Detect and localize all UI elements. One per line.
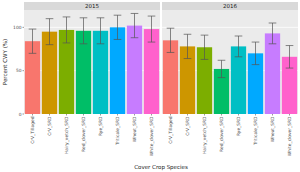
plot-background <box>162 10 298 114</box>
marks <box>163 23 297 114</box>
x-tick <box>255 114 256 116</box>
x-tick-label: Rye_SRD <box>236 116 242 136</box>
bar <box>144 29 159 114</box>
x-tick <box>83 114 84 116</box>
x-tick <box>32 114 33 116</box>
x-tick <box>221 114 222 116</box>
x-tick-label: Triticale_SRD <box>115 116 121 146</box>
panel: 2016 CrV_Tillaged CrV_SRD Hairy_vetch_SRD Re… <box>162 2 298 156</box>
bar <box>265 33 280 114</box>
bar <box>127 26 142 114</box>
error-bar <box>286 46 294 69</box>
error-bar <box>252 42 260 65</box>
x-tick <box>66 114 67 116</box>
x-tick-label: Hairy_vetch_SRD <box>202 116 208 154</box>
x-tick <box>204 114 205 116</box>
x-tick <box>49 114 50 116</box>
x-tick-label: Red_clover_SRD <box>81 116 87 152</box>
error-bar <box>63 17 71 43</box>
x-tick-label: CrV_Tillaged <box>168 116 174 143</box>
x-axis-label: Cover Crop Species <box>134 164 188 171</box>
y-tick-label: 50 <box>16 68 22 73</box>
error-bar <box>235 36 243 57</box>
error-bar <box>148 16 156 42</box>
x-tick <box>100 114 101 116</box>
x-tick-label: Wheat_SRD <box>132 116 138 142</box>
plot-background <box>24 10 160 114</box>
y-axis-label: Percent CWY (%) <box>2 39 8 85</box>
x-tick <box>151 114 152 116</box>
error-bar <box>29 29 37 53</box>
x-tick-label: Rye_SRD <box>98 116 104 136</box>
panel-title: 2016 <box>223 3 237 9</box>
y-tick <box>23 27 25 28</box>
error-bar <box>218 60 226 77</box>
error-bar <box>167 28 175 52</box>
x-tick <box>187 114 188 116</box>
error-bar <box>269 23 277 44</box>
x-tick-label: Red_clover_SRD <box>219 116 225 152</box>
y-tick-label: 0 <box>19 112 22 117</box>
figure: 2015 CrV_Tillaged CrV_SRD Hairy_vetch_SRD Re… <box>0 0 300 172</box>
strip <box>24 2 160 10</box>
bar <box>110 27 125 114</box>
panel: 2015 CrV_Tillaged CrV_SRD Hairy_vetch_SRD Re… <box>24 2 160 156</box>
x-tick-label: CrV_Tillaged <box>30 116 36 143</box>
x-tick-label: White_clover_SRD <box>287 116 293 156</box>
y-tick-label: 100 <box>13 25 22 30</box>
x-tick-label: White_clover_SRD <box>149 116 155 156</box>
x-tick-label: CrV_SRD <box>47 116 53 136</box>
x-tick-label: Triticale_SRD <box>253 116 259 146</box>
error-bar <box>114 15 122 39</box>
error-bar <box>184 34 192 58</box>
error-bar <box>97 18 105 44</box>
error-bar <box>201 35 209 59</box>
grid-line <box>162 27 298 28</box>
x-tick-label: Hairy_vetch_SRD <box>64 116 70 154</box>
x-tick <box>272 114 273 116</box>
x-tick-label: Wheat_SRD <box>270 116 276 142</box>
error-bar <box>46 19 54 45</box>
bar <box>231 46 246 114</box>
x-tick <box>289 114 290 116</box>
x-tick-label: CrV_SRD <box>185 116 191 136</box>
y-tick <box>23 70 25 71</box>
x-tick <box>117 114 118 116</box>
x-tick <box>238 114 239 116</box>
x-tick <box>170 114 171 116</box>
error-bar <box>80 18 88 44</box>
x-tick <box>134 114 135 116</box>
strip <box>162 2 298 10</box>
marks <box>25 13 159 114</box>
error-bar <box>131 13 139 37</box>
y-tick <box>23 114 25 115</box>
panel-title: 2015 <box>85 3 99 9</box>
